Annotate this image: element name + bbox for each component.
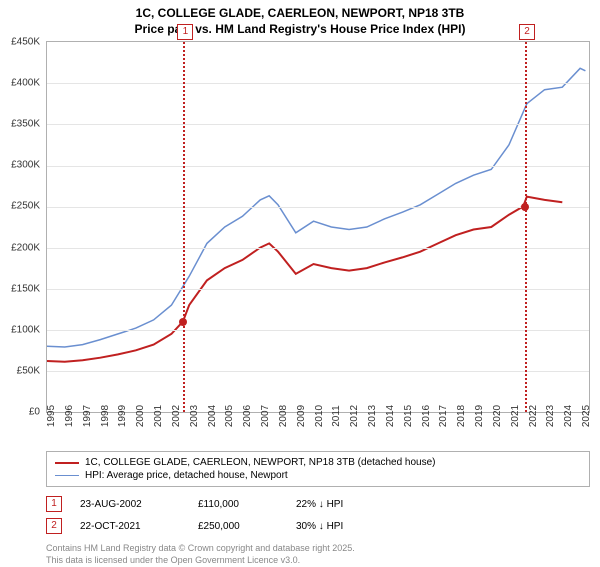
x-tick-label: 2014 — [385, 405, 396, 427]
y-tick-label: £450K — [11, 37, 40, 48]
x-tick-label: 2012 — [349, 405, 360, 427]
x-tick-label: 2019 — [474, 405, 485, 427]
y-axis: £0£50K£100K£150K£200K£250K£300K£350K£400… — [0, 42, 44, 412]
transactions-table: 1 23-AUG-2002 £110,000 22% ↓ HPI 2 22-OCT-202… — [46, 493, 590, 537]
gridline — [47, 248, 589, 249]
legend-item: HPI: Average price, detached house, Newp… — [55, 469, 581, 482]
x-tick-label: 2000 — [135, 405, 146, 427]
transaction-badge: 2 — [46, 518, 62, 534]
transaction-date: 22-OCT-2021 — [80, 521, 180, 532]
chart-container: 1C, COLLEGE GLADE, CAERLEON, NEWPORT, NP… — [0, 0, 600, 560]
title-line1: 1C, COLLEGE GLADE, CAERLEON, NEWPORT, NP… — [10, 6, 590, 22]
gridline — [47, 289, 589, 290]
x-tick-label: 1999 — [117, 405, 128, 427]
gridline — [47, 83, 589, 84]
x-tick-label: 2008 — [278, 405, 289, 427]
x-tick-label: 1996 — [64, 405, 75, 427]
x-tick-label: 2009 — [296, 405, 307, 427]
legend-label: 1C, COLLEGE GLADE, CAERLEON, NEWPORT, NP… — [85, 457, 436, 468]
y-tick-label: £100K — [11, 324, 40, 335]
series-line-hpi — [47, 68, 585, 347]
footer-attribution: Contains HM Land Registry data © Crown c… — [46, 543, 590, 566]
y-tick-label: £0 — [29, 407, 40, 418]
transaction-price: £250,000 — [198, 521, 278, 532]
x-tick-label: 2022 — [528, 405, 539, 427]
footer-line2: This data is licensed under the Open Gov… — [46, 555, 590, 567]
transaction-badge: 1 — [46, 496, 62, 512]
x-tick-label: 2006 — [242, 405, 253, 427]
legend-item: 1C, COLLEGE GLADE, CAERLEON, NEWPORT, NP… — [55, 456, 581, 469]
x-tick-label: 1997 — [82, 405, 93, 427]
x-tick-label: 2002 — [171, 405, 182, 427]
y-tick-label: £300K — [11, 160, 40, 171]
marker-badge-1: 1 — [177, 24, 193, 40]
gridline — [47, 166, 589, 167]
marker-point-2 — [521, 203, 529, 211]
x-axis: 1995199619971998199920002001200220032004… — [46, 414, 590, 450]
x-tick-label: 2025 — [581, 405, 592, 427]
transaction-price: £110,000 — [198, 499, 278, 510]
marker-badge-2: 2 — [519, 24, 535, 40]
legend-swatch — [55, 475, 79, 476]
chart-lines — [47, 42, 589, 412]
x-tick-label: 2024 — [563, 405, 574, 427]
transaction-delta: 22% ↓ HPI — [296, 499, 396, 510]
x-tick-label: 2004 — [207, 405, 218, 427]
y-tick-label: £200K — [11, 242, 40, 253]
transaction-row: 1 23-AUG-2002 £110,000 22% ↓ HPI — [46, 493, 590, 515]
y-tick-label: £400K — [11, 78, 40, 89]
transaction-date: 23-AUG-2002 — [80, 499, 180, 510]
series-line-price_paid — [47, 197, 562, 362]
footer-line1: Contains HM Land Registry data © Crown c… — [46, 543, 590, 555]
marker-line-1: 1 — [183, 42, 185, 412]
x-tick-label: 2005 — [224, 405, 235, 427]
x-tick-label: 2011 — [331, 405, 342, 427]
transaction-row: 2 22-OCT-2021 £250,000 30% ↓ HPI — [46, 515, 590, 537]
gridline — [47, 124, 589, 125]
marker-point-1 — [179, 318, 187, 326]
y-tick-label: £150K — [11, 283, 40, 294]
x-tick-label: 2013 — [367, 405, 378, 427]
x-tick-label: 2018 — [456, 405, 467, 427]
legend-label: HPI: Average price, detached house, Newp… — [85, 470, 288, 481]
x-tick-label: 2001 — [153, 405, 164, 427]
chart-plot-area: 12 — [46, 41, 590, 413]
x-tick-label: 2020 — [492, 405, 503, 427]
marker-line-2: 2 — [525, 42, 527, 412]
legend: 1C, COLLEGE GLADE, CAERLEON, NEWPORT, NP… — [46, 451, 590, 487]
x-tick-label: 2010 — [314, 405, 325, 427]
x-tick-label: 2015 — [403, 405, 414, 427]
gridline — [47, 330, 589, 331]
gridline — [47, 207, 589, 208]
y-tick-label: £350K — [11, 119, 40, 130]
x-tick-label: 2007 — [260, 405, 271, 427]
y-tick-label: £250K — [11, 201, 40, 212]
transaction-delta: 30% ↓ HPI — [296, 521, 396, 532]
x-tick-label: 1998 — [100, 405, 111, 427]
y-tick-label: £50K — [17, 365, 40, 376]
x-tick-label: 2003 — [189, 405, 200, 427]
chart-title: 1C, COLLEGE GLADE, CAERLEON, NEWPORT, NP… — [0, 0, 600, 37]
gridline — [47, 371, 589, 372]
x-tick-label: 2017 — [438, 405, 449, 427]
x-tick-label: 2023 — [545, 405, 556, 427]
x-tick-label: 2021 — [510, 405, 521, 427]
x-tick-label: 2016 — [421, 405, 432, 427]
legend-swatch — [55, 462, 79, 464]
title-line2: Price paid vs. HM Land Registry's House … — [10, 22, 590, 38]
x-tick-label: 1995 — [46, 405, 57, 427]
